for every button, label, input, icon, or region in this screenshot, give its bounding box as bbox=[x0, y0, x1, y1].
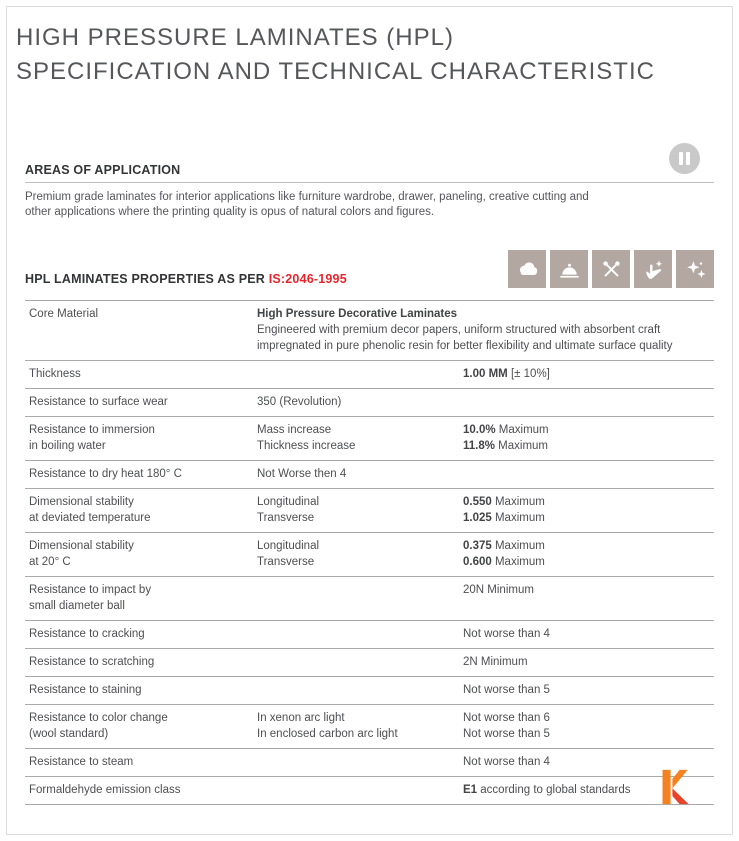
row-detail: High Pressure Decorative Laminates Engine… bbox=[257, 308, 673, 352]
feature-icons bbox=[508, 250, 714, 288]
row-detail bbox=[257, 682, 463, 698]
row-value: Not worse than 4 bbox=[463, 756, 550, 768]
row-label: Dimensional stability at deviated tempera… bbox=[29, 496, 151, 524]
table-row: Core Material High Pressure Decorative La… bbox=[25, 301, 714, 361]
table-row: Resistance to dry heat 180° C Not Worse t… bbox=[25, 461, 714, 489]
page-title-line2: SPECIFICATION AND TECHNICAL CHARACTERIST… bbox=[16, 58, 655, 85]
row-label: Resistance to immersion in boiling water bbox=[29, 424, 155, 452]
table-row: Resistance to steam Not worse than 4 bbox=[25, 749, 714, 777]
cloche-icon bbox=[550, 250, 588, 288]
row-label: Resistance to steam bbox=[29, 756, 134, 768]
row-detail: 350 (Revolution) bbox=[257, 396, 342, 408]
pause-circle-icon bbox=[669, 143, 700, 174]
row-label: Core Material bbox=[29, 308, 99, 320]
properties-table: Core Material High Pressure Decorative La… bbox=[25, 300, 714, 805]
row-value: E1 according to global standards bbox=[463, 784, 631, 796]
row-detail bbox=[257, 782, 463, 798]
row-label: Formaldehyde emission class bbox=[29, 784, 181, 796]
document-page: HIGH PRESSURE LAMINATES (HPL) SPECIFICAT… bbox=[6, 6, 733, 835]
application-description: Premium grade laminates for interior app… bbox=[25, 191, 589, 218]
areas-of-application-section: AREAS OF APPLICATION Premium grade lamin… bbox=[25, 163, 714, 220]
brand-logo bbox=[658, 766, 694, 808]
row-detail: Mass increase Thickness increase bbox=[257, 424, 356, 452]
table-row: Resistance to scratching 2N Minimum bbox=[25, 649, 714, 677]
table-row: Resistance to staining Not worse than 5 bbox=[25, 677, 714, 705]
page-title: HIGH PRESSURE LAMINATES (HPL) SPECIFICAT… bbox=[16, 21, 732, 89]
row-label: Resistance to dry heat 180° C bbox=[29, 468, 182, 480]
row-label: Resistance to staining bbox=[29, 684, 142, 696]
row-value: 2N Minimum bbox=[463, 656, 528, 668]
table-row: Dimensional stability at deviated tempera… bbox=[25, 489, 714, 533]
sparkles-icon bbox=[676, 250, 714, 288]
areas-of-application-heading: AREAS OF APPLICATION bbox=[25, 163, 181, 177]
table-row: Formaldehyde emission class E1 according … bbox=[25, 777, 714, 805]
row-value: 10.0% Maximum 11.8% Maximum bbox=[463, 424, 549, 452]
row-value bbox=[463, 466, 714, 482]
section-divider bbox=[25, 182, 714, 183]
page-title-line1: HIGH PRESSURE LAMINATES (HPL) bbox=[16, 24, 454, 51]
row-value: 0.550 Maximum 1.025 Maximum bbox=[463, 496, 545, 524]
table-row: Resistance to immersion in boiling water M… bbox=[25, 417, 714, 461]
row-label: Resistance to scratching bbox=[29, 656, 155, 668]
row-value: 20N Minimum bbox=[463, 584, 534, 596]
standard-reference: IS:2046-1995 bbox=[268, 272, 347, 286]
properties-header: HPL LAMINATES PROPERTIES AS PER IS:2046-… bbox=[25, 250, 714, 288]
row-value: Not worse than 6 Not worse than 5 bbox=[463, 712, 550, 740]
table-row: Thickness 1.00 MM [± 10%] bbox=[25, 361, 714, 389]
row-detail bbox=[257, 626, 463, 642]
row-detail bbox=[257, 754, 463, 770]
row-label: Thickness bbox=[29, 368, 81, 380]
row-label: Resistance to color change (wool standard… bbox=[29, 712, 168, 740]
row-detail: Not Worse then 4 bbox=[257, 468, 347, 480]
properties-heading: HPL LAMINATES PROPERTIES AS PER IS:2046-… bbox=[25, 272, 347, 286]
row-label: Dimensional stability at 20° C bbox=[29, 540, 134, 568]
row-detail: Longitudinal Transverse bbox=[257, 540, 320, 568]
row-label: Resistance to cracking bbox=[29, 628, 145, 640]
table-row: Resistance to cracking Not worse than 4 bbox=[25, 621, 714, 649]
row-label: Resistance to impact by small diameter ba… bbox=[29, 584, 152, 612]
row-value: 0.375 Maximum 0.600 Maximum bbox=[463, 540, 545, 568]
row-value: Not worse than 5 bbox=[463, 684, 550, 696]
crossed-utensils-icon bbox=[592, 250, 630, 288]
row-detail bbox=[257, 366, 463, 382]
row-detail: Longitudinal Transverse bbox=[257, 496, 320, 524]
row-value: Not worse than 4 bbox=[463, 628, 550, 640]
row-detail: In xenon arc light In enclosed carbon arc… bbox=[257, 712, 398, 740]
row-detail bbox=[257, 654, 463, 670]
row-label: Resistance to surface wear bbox=[29, 396, 168, 408]
table-row: Resistance to color change (wool standard… bbox=[25, 705, 714, 749]
row-detail bbox=[257, 582, 463, 614]
table-row: Resistance to surface wear 350 (Revolutio… bbox=[25, 389, 714, 417]
cloud-icon bbox=[508, 250, 546, 288]
table-row: Resistance to impact by small diameter ba… bbox=[25, 577, 714, 621]
row-value bbox=[463, 394, 714, 410]
table-row: Dimensional stability at 20° C Longitudina… bbox=[25, 533, 714, 577]
row-value: 1.00 MM [± 10%] bbox=[463, 368, 550, 380]
hand-sparkle-icon bbox=[634, 250, 672, 288]
